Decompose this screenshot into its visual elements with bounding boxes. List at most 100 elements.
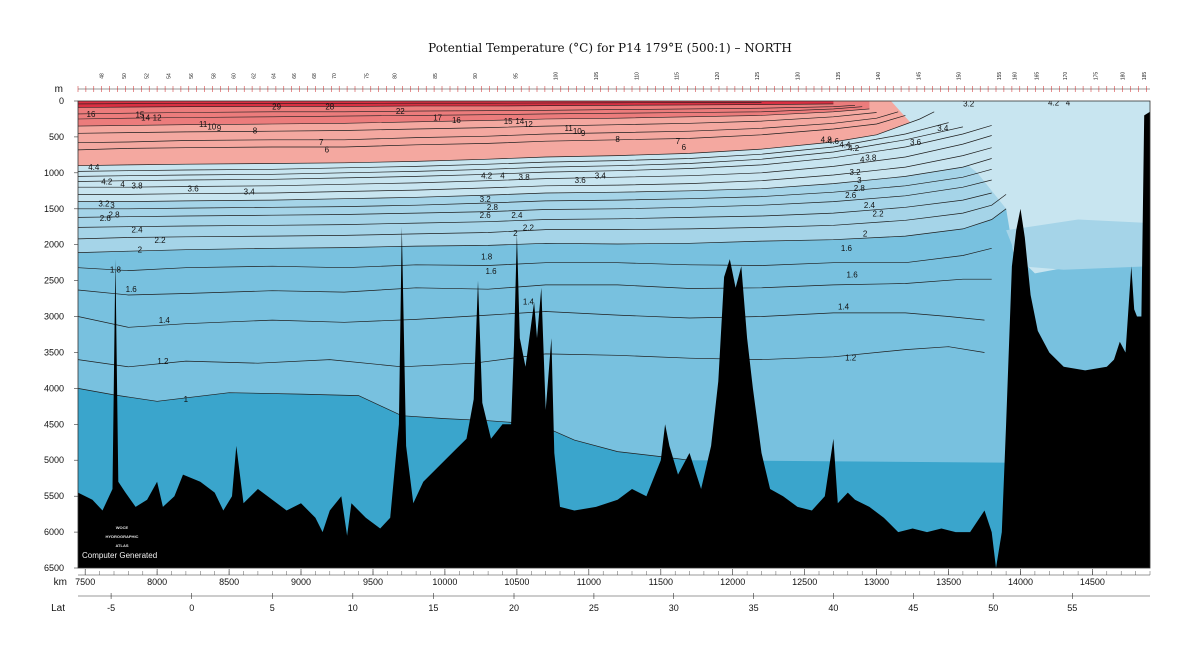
- latitude-tick-label: 30: [669, 603, 679, 613]
- station-label: 180: [1121, 72, 1127, 81]
- isotherm-20: [78, 103, 834, 108]
- distance-tick-label: 12000: [720, 577, 745, 587]
- contour-label: 8: [253, 126, 258, 135]
- latitude-tick-label: 5: [270, 603, 275, 613]
- contour-label: 1.6: [847, 271, 859, 280]
- logo-line-2: HYDROGRAPHIC: [106, 534, 139, 539]
- distance-tick-label: 11000: [577, 577, 601, 587]
- latitude-tick-label: 50: [988, 603, 998, 613]
- isotherm-1: [78, 388, 690, 461]
- contour-label: 10: [573, 127, 582, 136]
- depth-tick-label: 2500: [44, 276, 64, 286]
- contour-label: 2.2: [872, 210, 884, 219]
- contour-label: 3.2: [963, 100, 975, 109]
- contour-label: 10: [207, 123, 216, 132]
- depth-axis: 0 500 1000 1500 2000 2500 3000 3500 4000 4500 5000…: [44, 96, 78, 573]
- isotherm-25: [78, 102, 762, 105]
- contour-label: 2.4: [864, 201, 876, 210]
- contour-label: 7: [676, 137, 681, 146]
- contour-label: 17: [433, 113, 442, 122]
- contour-label: 16: [87, 110, 96, 119]
- contour-label: 3.2: [480, 195, 492, 204]
- distance-tick-label: 14000: [1008, 577, 1033, 587]
- contour-label: 3.2: [849, 168, 861, 177]
- depth-unit-label: m: [55, 84, 63, 95]
- station-label: 50: [122, 73, 128, 79]
- latitude-tick-label: 10: [348, 603, 358, 613]
- seafloor: [78, 111, 1150, 568]
- isotherm-4-2: [78, 122, 949, 172]
- contour-label: 3.6: [575, 176, 587, 185]
- latitude-tick-label: 55: [1067, 603, 1077, 613]
- latitude-tick-label: 35: [749, 603, 759, 613]
- isotherm-layer: [78, 102, 1007, 461]
- logo-line-1: WOCE: [116, 525, 129, 530]
- contour-label: 16: [452, 116, 461, 125]
- station-axis: 48 50 52 54 56 58 60 62 64 66 68 70 75 80 85 90 95 100 105…: [77, 72, 1150, 92]
- contour-label: 1.8: [110, 266, 122, 275]
- contour-label: 2.6: [480, 211, 492, 220]
- station-label: 64: [272, 73, 278, 79]
- contour-label: 4.4: [839, 141, 851, 150]
- latitude-unit-label: Lat: [51, 603, 65, 614]
- latitude-tick-label: -5: [107, 603, 115, 613]
- station-label: 85: [433, 73, 439, 79]
- isotherm-1-6: [78, 278, 992, 296]
- station-label: 185: [1142, 72, 1148, 81]
- distance-axis: 7500 8000 8500 9000 9500 10000 10500 11000 11500…: [75, 569, 1151, 587]
- station-label: 175: [1093, 72, 1099, 81]
- station-label: 170: [1063, 72, 1069, 81]
- contour-label: 1.6: [485, 267, 497, 276]
- station-label: 90: [473, 73, 479, 79]
- contour-label: 1.8: [481, 253, 493, 262]
- station-label: 105: [594, 72, 600, 81]
- contour-label: 4.2: [101, 177, 113, 186]
- contour-label: 1.4: [159, 316, 171, 325]
- station-label: 140: [876, 72, 882, 81]
- depth-tick-label: 4500: [44, 419, 64, 429]
- contour-label: 3.6: [188, 185, 200, 194]
- logo-line-3: ATLAS: [115, 543, 128, 548]
- distance-tick-label: 10500: [504, 577, 529, 587]
- latitude-tick-label: 40: [828, 603, 838, 613]
- contour-label: 1.4: [838, 302, 850, 311]
- contour-label: 4: [500, 172, 505, 181]
- contour-label: 4.4: [88, 163, 100, 172]
- plot-frame: [77, 100, 1151, 569]
- atlas-logo: WOCE HYDROGRAPHIC ATLAS Computer Generat…: [82, 525, 157, 560]
- contour-label: 3.2: [98, 200, 110, 209]
- contour-label: 3.8: [131, 182, 143, 191]
- contour-label: 3.6: [910, 138, 922, 147]
- station-label: 165: [1034, 72, 1040, 81]
- contour-label: 4: [860, 156, 865, 165]
- contour-label: 1.6: [126, 285, 138, 294]
- isotherm-3-8: [78, 126, 963, 177]
- contour-label: 12: [524, 120, 533, 129]
- isotherm-2: [78, 208, 1007, 253]
- latitude-tick-label: 25: [589, 603, 599, 613]
- isotherm-2-4: [78, 192, 992, 228]
- contour-label: 2.8: [487, 203, 499, 212]
- depth-tick-label: 5000: [44, 455, 64, 465]
- distance-tick-label: 10000: [432, 577, 457, 587]
- depth-tick-label: 6500: [44, 563, 64, 573]
- credit-label: Computer Generated: [82, 551, 157, 560]
- isotherm-2-6: [78, 179, 992, 218]
- contour-label: 4.6: [828, 137, 840, 146]
- contour-label: 2.8: [854, 184, 866, 193]
- depth-tick-label: 4000: [44, 383, 64, 393]
- station-label: 125: [755, 72, 761, 81]
- contour-label: 4.2: [481, 172, 493, 181]
- contour-label: 11: [565, 124, 574, 133]
- isotherm-3-2: [78, 147, 992, 195]
- isotherm-3-6: [78, 125, 992, 182]
- contour-label: 1.2: [157, 357, 169, 366]
- contour-label: 22: [396, 107, 405, 116]
- contour-label: 1.6: [841, 244, 853, 253]
- station-label: 160: [1013, 72, 1019, 81]
- station-label: 62: [252, 73, 258, 79]
- depth-tick-label: 6000: [44, 527, 64, 537]
- contour-label: 2: [138, 246, 143, 255]
- bathymetry-layer: [78, 111, 1150, 568]
